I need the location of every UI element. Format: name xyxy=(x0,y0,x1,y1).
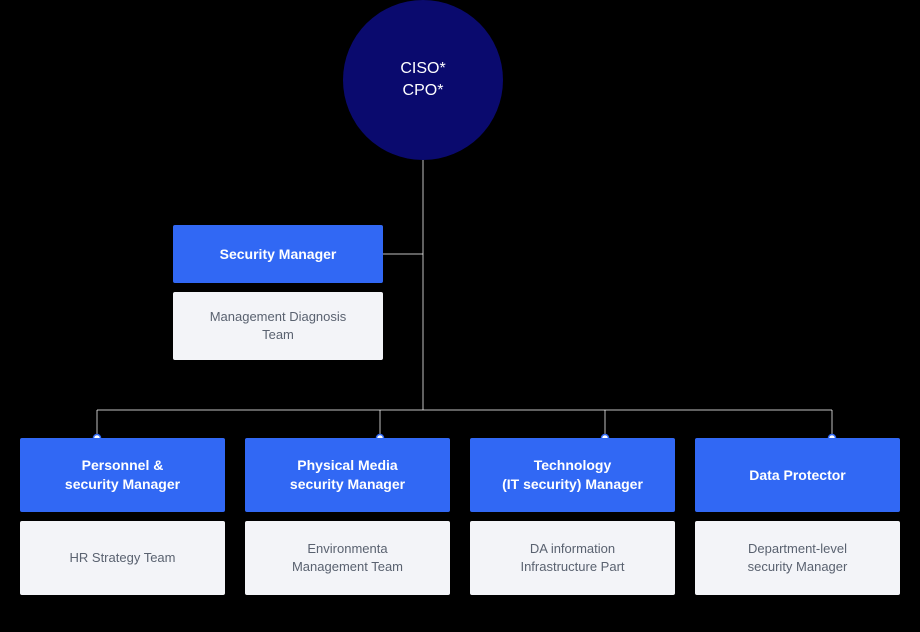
node-label: Security Manager xyxy=(220,245,337,264)
node-data-protector: Data Protector xyxy=(695,438,900,512)
node-line1: Physical Media xyxy=(290,456,405,475)
root-line2: CPO* xyxy=(400,80,445,102)
node-label: Data Protector xyxy=(749,466,845,485)
root-line1: CISO* xyxy=(400,58,445,80)
node-line2: security Manager xyxy=(65,475,180,494)
node-line1: Management Diagnosis xyxy=(210,308,347,326)
node-line2: Team xyxy=(210,326,347,344)
node-line1: Department-level xyxy=(748,540,848,558)
node-line1: Personnel & xyxy=(65,456,180,475)
root-node-ciso-cpo: CISO* CPO* xyxy=(343,0,503,160)
node-line1: DA information xyxy=(520,540,624,558)
node-line1: Environmenta xyxy=(292,540,403,558)
node-line2: Infrastructure Part xyxy=(520,558,624,576)
node-line2: (IT security) Manager xyxy=(502,475,643,494)
node-technology-it-security-manager: Technology (IT security) Manager xyxy=(470,438,675,512)
node-environmental-management-team: Environmenta Management Team xyxy=(245,521,450,595)
node-da-information-infrastructure-part: DA information Infrastructure Part xyxy=(470,521,675,595)
node-physical-media-security-manager: Physical Media security Manager xyxy=(245,438,450,512)
node-label: HR Strategy Team xyxy=(70,549,176,567)
node-management-diagnosis-team: Management Diagnosis Team xyxy=(173,292,383,360)
node-line2: security Manager xyxy=(290,475,405,494)
node-personnel-security-manager: Personnel & security Manager xyxy=(20,438,225,512)
node-security-manager: Security Manager xyxy=(173,225,383,283)
node-line1: Technology xyxy=(502,456,643,475)
node-line2: security Manager xyxy=(748,558,848,576)
node-line2: Management Team xyxy=(292,558,403,576)
org-chart-canvas: CISO* CPO* Security Manager Management D… xyxy=(0,0,920,632)
node-hr-strategy-team: HR Strategy Team xyxy=(20,521,225,595)
node-department-level-security-manager: Department-level security Manager xyxy=(695,521,900,595)
